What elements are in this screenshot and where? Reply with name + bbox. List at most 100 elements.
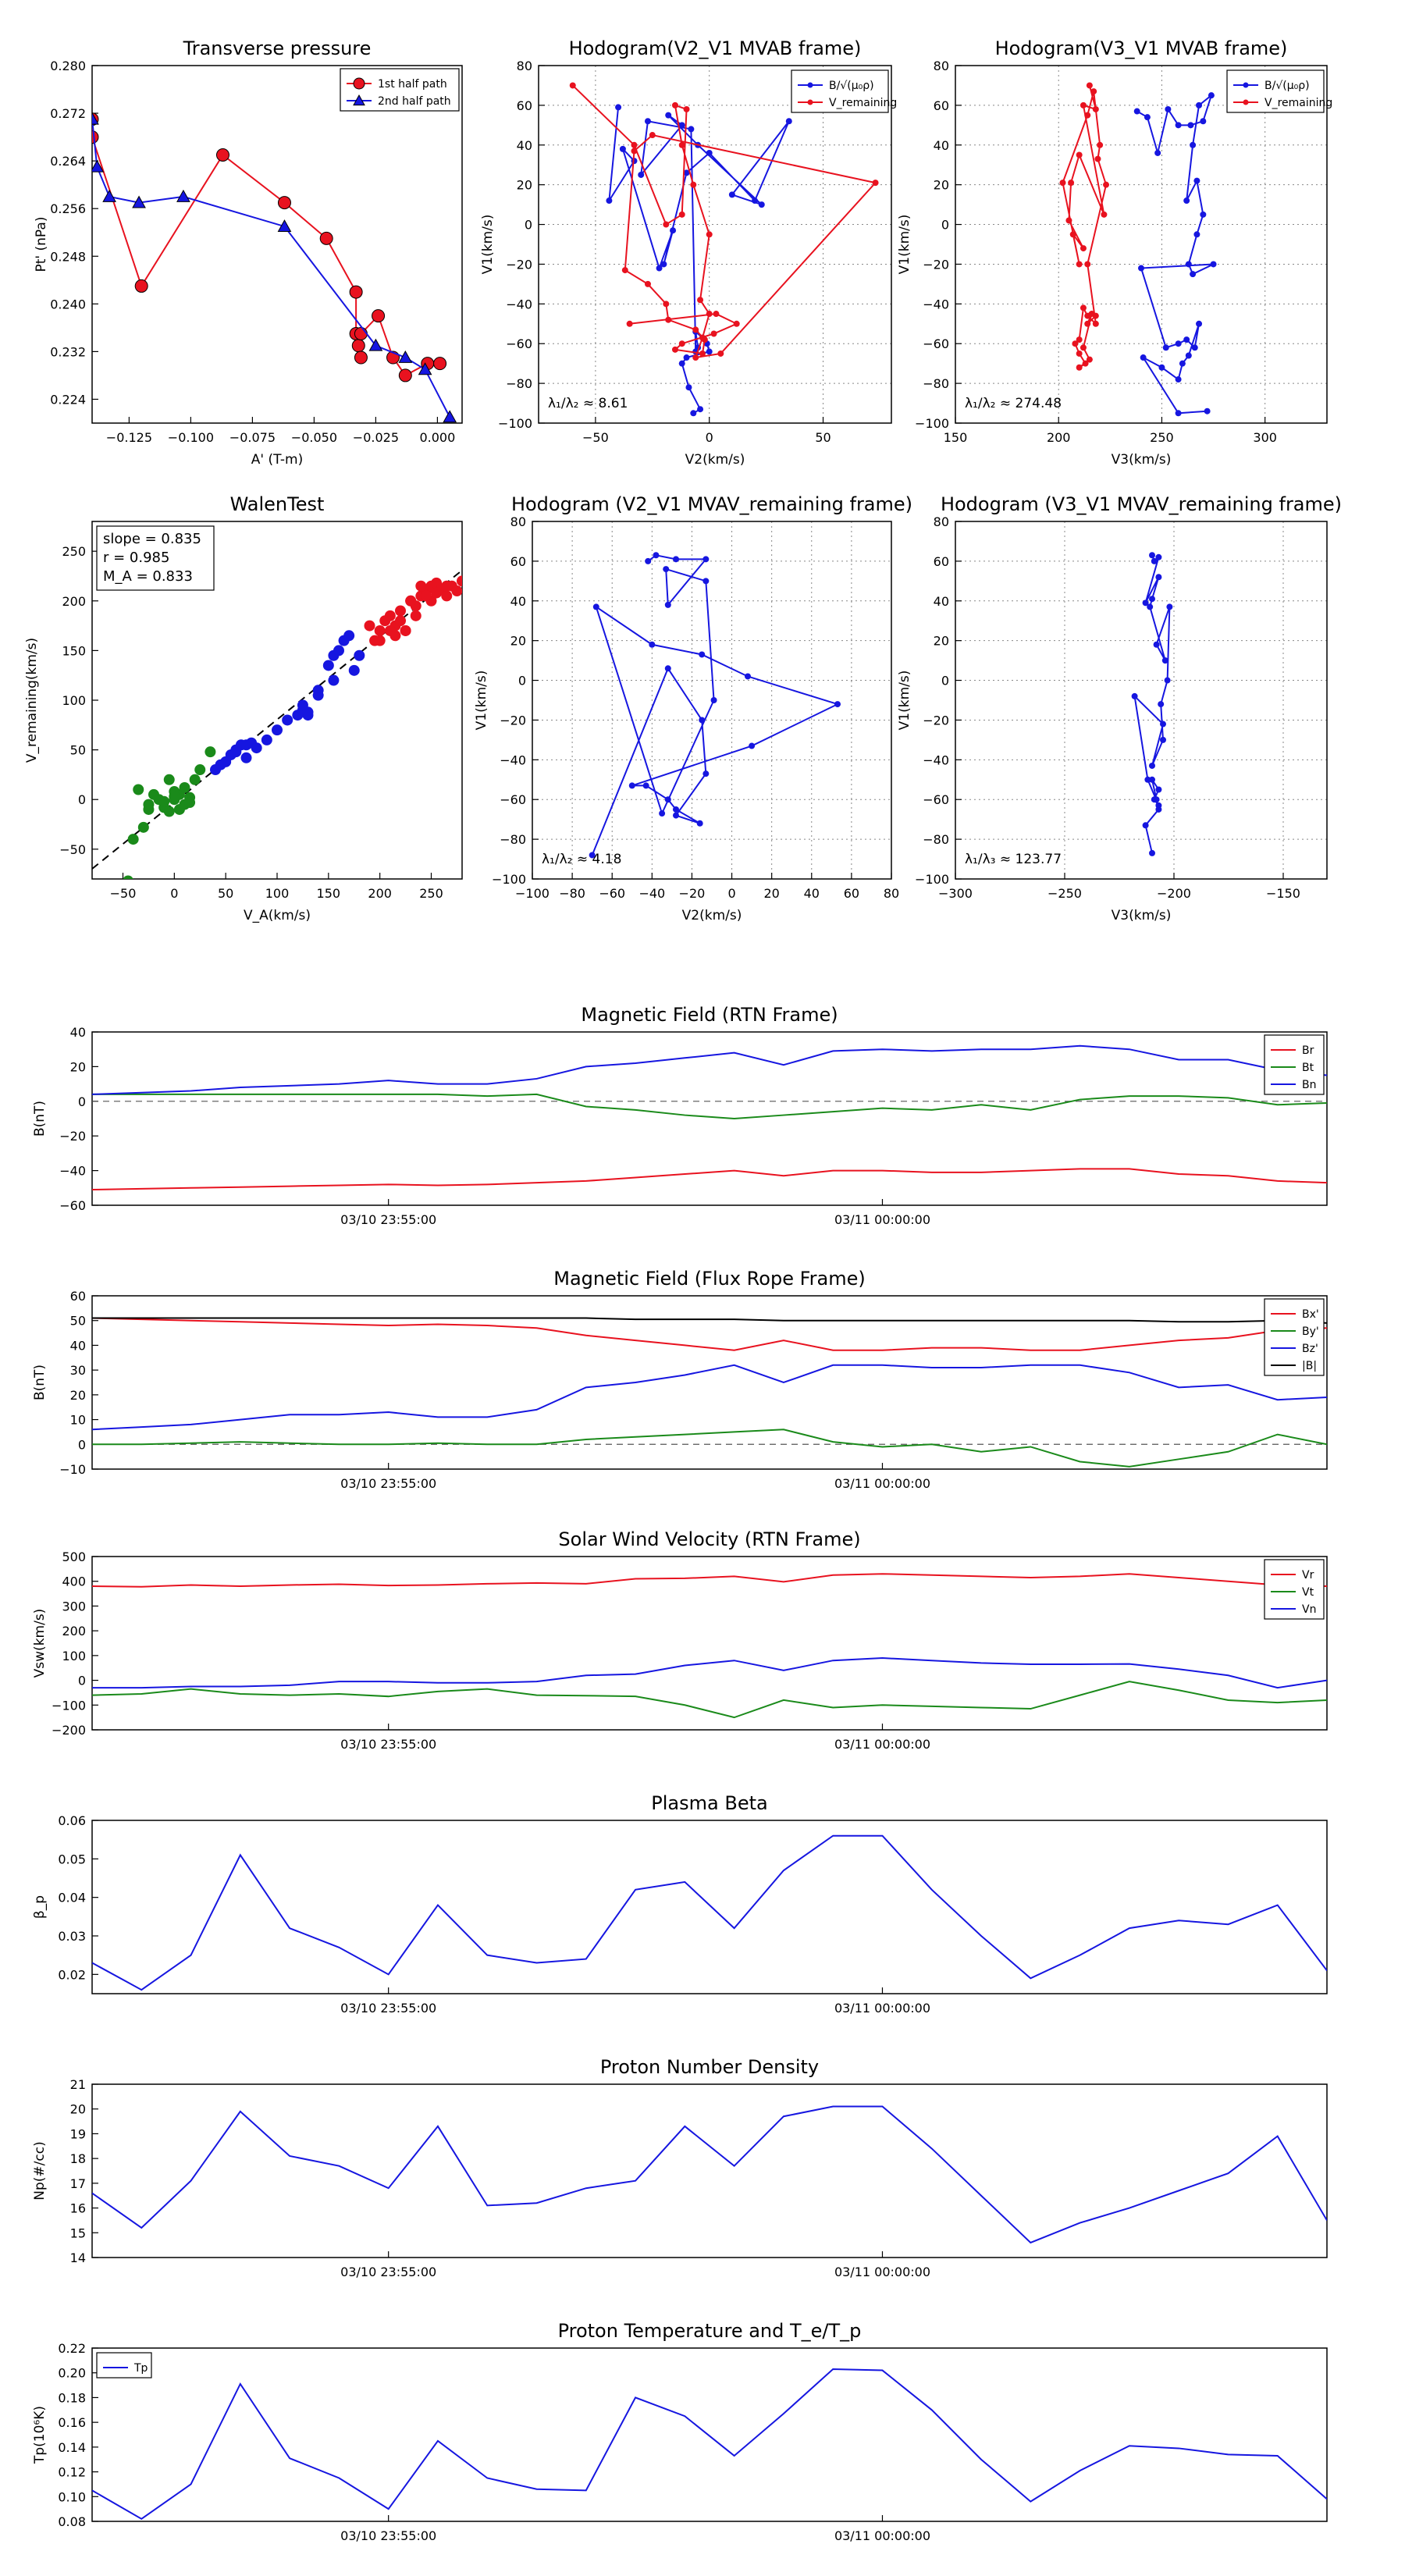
data-point <box>1131 692 1138 699</box>
data-point <box>1208 92 1215 99</box>
x-tick-label: 03/11 00:00:00 <box>834 1737 930 1752</box>
data-point <box>374 635 386 646</box>
stats-text: r = 0.985 <box>103 550 169 566</box>
chart-title: Proton Temperature and T_e/T_p <box>558 2320 862 2342</box>
data-point-triangle <box>277 219 292 232</box>
data-point <box>372 309 386 323</box>
x-axis-label: V2(km/s) <box>685 452 745 468</box>
data-point <box>137 821 149 833</box>
chart-h3: Hodogram (V2_V1 MVAV_remaining frame) −10… <box>474 493 912 923</box>
y-tick-label: 18 <box>70 2151 86 2166</box>
y-tick-label: 80 <box>934 59 949 73</box>
y-tick-label: 60 <box>934 98 949 113</box>
data-point <box>405 595 417 607</box>
chart-title: Proton Number Density <box>600 2056 819 2078</box>
series-line-|B| <box>92 1317 1327 1324</box>
data-point <box>1094 155 1101 162</box>
data-point <box>127 834 139 845</box>
y-tick-label: −40 <box>923 753 949 767</box>
data-point <box>1138 265 1144 272</box>
x-tick-label: 100 <box>265 886 290 901</box>
x-tick-label: 150 <box>944 430 968 445</box>
data-point <box>569 82 576 89</box>
data-point <box>628 782 635 789</box>
series-line-Vr <box>92 1573 1327 1588</box>
data-point <box>184 797 196 809</box>
data-point <box>319 231 333 245</box>
data-point <box>664 665 671 672</box>
data-point <box>1086 356 1093 363</box>
legend-box <box>96 2352 152 2379</box>
hodogram-path <box>572 84 877 359</box>
data-point <box>699 651 706 658</box>
y-tick-label: −100 <box>915 872 949 887</box>
y-tick-label: 0 <box>518 674 526 688</box>
y-tick-label: 0.18 <box>58 2390 86 2405</box>
data-point <box>692 354 699 361</box>
data-point <box>415 580 427 592</box>
y-tick-label: −80 <box>923 832 949 847</box>
data-point-triangle <box>102 189 116 202</box>
data-point <box>1183 197 1190 205</box>
series-line-Tp <box>92 2368 1327 2521</box>
data-point <box>690 410 697 417</box>
y-axis-label: V1(km/s) <box>897 671 912 731</box>
x-tick-label: 03/10 23:55:00 <box>340 1212 436 1227</box>
y-tick-label: 60 <box>517 98 532 113</box>
data-point <box>451 585 462 597</box>
data-point <box>312 689 324 701</box>
axes-frame <box>532 521 892 880</box>
data-point <box>230 746 242 758</box>
y-tick-label: 15 <box>70 2226 86 2240</box>
y-tick-label: −20 <box>500 713 526 728</box>
data-point <box>1149 849 1155 856</box>
data-point <box>1076 364 1083 371</box>
x-tick-label: −150 <box>1266 886 1300 901</box>
y-tick-label: 0.06 <box>58 1813 86 1828</box>
data-point-triangle <box>92 112 99 125</box>
data-point <box>1200 118 1207 125</box>
legend-label: V_remaining <box>829 97 897 109</box>
legend-label: Br <box>1302 1044 1314 1057</box>
chart-title: WalenTest <box>230 493 325 515</box>
data-point <box>649 641 656 648</box>
data-point <box>1165 105 1172 112</box>
data-point <box>678 122 685 129</box>
y-tick-label: 80 <box>510 514 526 529</box>
data-point-triangle <box>443 410 457 423</box>
series-line <box>92 119 451 418</box>
data-point <box>1183 336 1190 343</box>
y-axis-label: Tp(10⁶K) <box>32 2406 48 2464</box>
data-point <box>749 742 756 749</box>
data-point <box>678 141 685 148</box>
x-tick-label: −50 <box>110 886 137 901</box>
data-point <box>1160 720 1166 728</box>
x-tick-label: −0.025 <box>353 430 399 445</box>
chart-h4: Hodogram (V3_V1 MVAV_remaining frame) −30… <box>897 493 1342 923</box>
data-point <box>701 336 708 343</box>
plot-area <box>92 569 462 879</box>
x-axis-label: V_A(km/s) <box>244 908 311 923</box>
data-point <box>649 132 656 139</box>
data-point <box>1149 762 1155 769</box>
x-tick-label: 40 <box>804 886 820 901</box>
legend-label: Vt <box>1302 1586 1314 1599</box>
legend-label: Bn <box>1302 1079 1316 1091</box>
x-tick-label: −40 <box>638 886 665 901</box>
y-tick-label: 20 <box>510 634 526 649</box>
y-tick-label: −60 <box>923 792 949 807</box>
y-tick-label: 16 <box>70 2201 86 2216</box>
chart-title: Hodogram(V2_V1 MVAB frame) <box>569 37 862 59</box>
stats-text: slope = 0.835 <box>103 531 201 547</box>
y-tick-label: 250 <box>62 544 86 559</box>
data-point <box>1140 354 1147 361</box>
data-point <box>1164 677 1171 684</box>
data-point <box>807 82 813 88</box>
axes-frame <box>91 1031 1328 1206</box>
data-point <box>261 734 272 745</box>
data-point <box>785 118 792 125</box>
data-point <box>173 803 185 815</box>
data-point <box>1084 112 1091 119</box>
x-tick-label: 03/11 00:00:00 <box>834 2265 930 2279</box>
data-point <box>194 764 206 776</box>
